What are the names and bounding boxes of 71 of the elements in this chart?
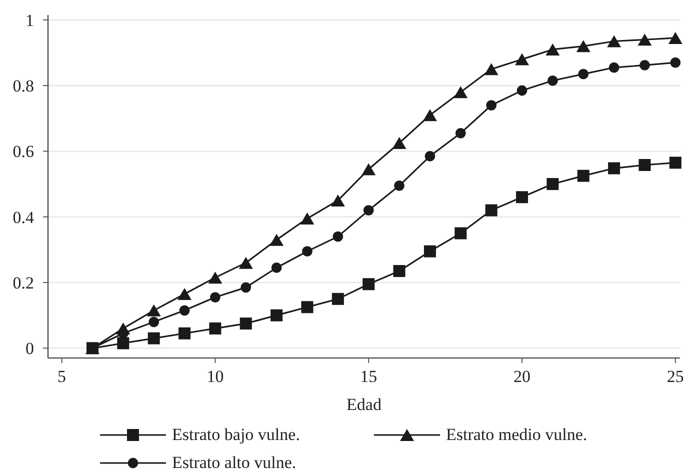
point [668, 32, 682, 44]
point [424, 245, 436, 258]
point [454, 86, 468, 98]
point [362, 163, 376, 176]
point [148, 316, 160, 328]
y-tick-label: 0.2 [12, 273, 34, 292]
point [394, 180, 404, 191]
point [547, 75, 558, 86]
y-tick-label: 1 [26, 10, 34, 30]
point [330, 194, 345, 206]
point [546, 178, 559, 190]
point [576, 40, 590, 52]
x-tick-label: 15 [360, 367, 378, 386]
point [640, 60, 650, 70]
point [638, 34, 652, 46]
point [270, 309, 283, 322]
point [240, 318, 252, 330]
point [178, 327, 191, 340]
x-tick-label: 25 [666, 367, 684, 386]
point [546, 43, 560, 56]
point [669, 156, 682, 169]
y-tick-label: 0 [26, 339, 34, 358]
point [332, 231, 344, 242]
point [210, 292, 220, 302]
point [363, 205, 374, 216]
x-tick-label: 10 [206, 367, 224, 386]
point [148, 332, 160, 344]
point [516, 85, 528, 96]
point [301, 301, 314, 314]
point [178, 288, 192, 300]
point [422, 109, 437, 122]
point [240, 282, 252, 293]
point [179, 305, 190, 316]
point [485, 204, 498, 216]
point [393, 265, 406, 278]
legend-label: Estrato alto vulne. [172, 453, 296, 471]
y-tick-label: 0.4 [12, 208, 34, 227]
point [302, 246, 312, 257]
point [516, 191, 528, 204]
point [209, 322, 222, 334]
point [270, 234, 284, 246]
legend-label: Estrato medio vulne. [446, 425, 588, 444]
y-tick-label: 0.8 [12, 76, 34, 96]
point [424, 150, 436, 162]
x-tick-label: 5 [58, 367, 66, 386]
point [608, 162, 620, 174]
point [454, 227, 467, 240]
x-tick-label: 20 [514, 367, 530, 386]
point [208, 272, 222, 284]
point [392, 137, 406, 150]
point [238, 256, 253, 269]
point [577, 170, 590, 182]
point [638, 159, 651, 171]
point [515, 53, 529, 66]
point [271, 262, 282, 273]
y-tick-label: 0.6 [12, 142, 34, 162]
point [484, 63, 498, 76]
point [486, 100, 497, 110]
point [300, 212, 314, 224]
point [146, 304, 161, 316]
point [455, 128, 466, 138]
legend-label: Estrato bajo vulne. [172, 425, 300, 444]
point [670, 57, 681, 68]
point [332, 292, 344, 305]
point [117, 337, 130, 350]
point [116, 322, 130, 334]
x-axis-title: Edad [346, 395, 382, 414]
point [362, 278, 375, 290]
point [578, 68, 589, 80]
point [607, 35, 622, 48]
point [608, 62, 620, 73]
